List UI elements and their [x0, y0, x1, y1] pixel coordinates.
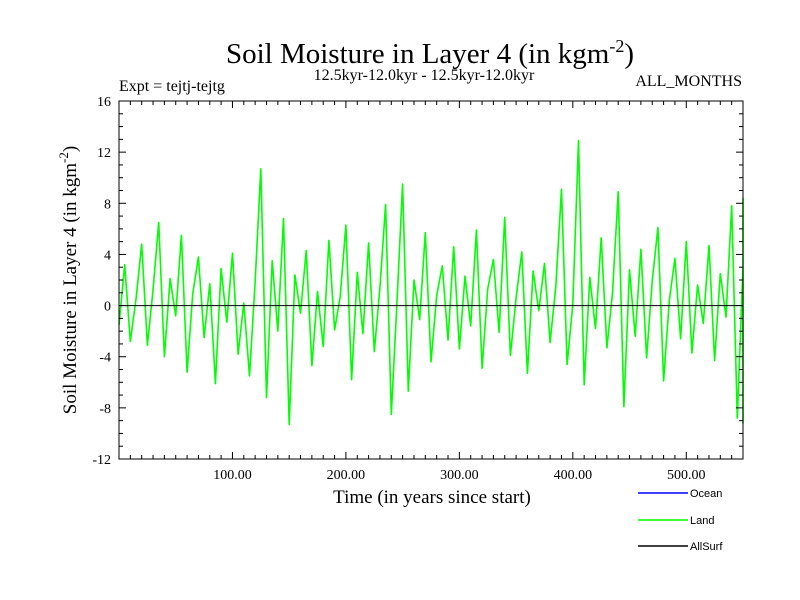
- y-tick-label: 8: [104, 197, 111, 212]
- y-axis-label-main: Soil Moisture in Layer 4 (in kgm: [60, 163, 81, 414]
- x-axis-ticks: 100.00 200.00 300.00 400.00 500.00: [129, 101, 733, 483]
- legend-label-allsurf: AllSurf: [690, 541, 723, 553]
- y-axis-label-tail: ): [60, 146, 81, 152]
- y-tick-label: -12: [92, 453, 111, 468]
- y-axis-ticks: -12 -8 -4 0 4 8 12 16: [92, 95, 743, 468]
- x-tick-label: 200.00: [327, 468, 366, 483]
- y-tick-label: 16: [97, 95, 111, 110]
- y-axis-label: Soil Moisture in Layer 4 (in kgm-2): [56, 146, 81, 414]
- legend-item-land: Land: [638, 515, 714, 527]
- x-tick-label: 400.00: [554, 468, 593, 483]
- x-axis-label: Time (in years since start): [333, 487, 531, 508]
- x-tick-label: 100.00: [213, 468, 252, 483]
- chart-title: Soil Moisture in Layer 4 (in kgm-2): [226, 36, 634, 70]
- plot-area: -12 -8 -4 0 4 8 12 16 100.00 200.00 300.00 400.00 5…: [92, 95, 744, 483]
- legend-item-ocean: Ocean: [638, 488, 722, 500]
- legend-label-land: Land: [690, 515, 714, 527]
- legend: Ocean Land AllSurf: [638, 488, 723, 553]
- y-tick-label: 0: [104, 300, 111, 315]
- subtitle-center: 12.5kyr-12.0kyr - 12.5kyr-12.0kyr: [314, 67, 535, 84]
- x-tick-label: 500.00: [667, 468, 706, 483]
- y-tick-label: -4: [99, 351, 111, 366]
- subtitle-left: Expt = tejtj-tejtg: [119, 78, 225, 95]
- plot-frame: [118, 100, 744, 460]
- chart-title-main: Soil Moisture in Layer 4 (in kgm: [226, 38, 610, 70]
- chart-title-tail: ): [624, 38, 634, 70]
- legend-label-ocean: Ocean: [690, 488, 722, 500]
- y-tick-label: -8: [99, 402, 111, 417]
- series-layer: [118, 139, 744, 426]
- y-tick-label: 12: [97, 146, 111, 161]
- y-axis-label-sup: -2: [56, 152, 71, 163]
- series-line-land: [118, 139, 744, 426]
- y-tick-label: 4: [104, 248, 111, 263]
- legend-item-allsurf: AllSurf: [638, 541, 723, 553]
- x-tick-label: 300.00: [440, 468, 479, 483]
- subtitle-right: ALL_MONTHS: [635, 73, 742, 90]
- chart-title-sup: -2: [609, 36, 624, 56]
